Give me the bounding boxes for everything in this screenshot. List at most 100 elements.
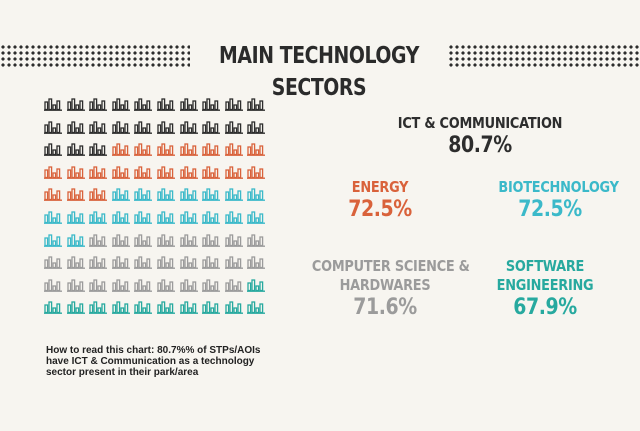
bar-chart-icon [44, 98, 62, 111]
bar-chart-icon [224, 256, 243, 270]
bar-chart-icon [247, 279, 266, 292]
bar-chart-icon [179, 256, 198, 270]
bar-chart-icon [66, 98, 85, 111]
bar-chart-icon [134, 143, 153, 157]
bar-chart-icon [44, 279, 62, 292]
bar-chart-icon [224, 188, 243, 202]
sector-software-engineering: SOFTWARE ENGINEERING 67.9% [480, 257, 610, 321]
sector-label-line-1: COMPUTER SCIENCE & [311, 257, 470, 275]
sector-label: ICT & COMMUNICATION [397, 114, 563, 132]
page-title: MAIN TECHNOLOGY SECTORS [219, 43, 419, 101]
bar-chart-icon [44, 256, 62, 270]
bar-chart-icon [134, 98, 153, 111]
bar-chart-icon [224, 211, 243, 224]
bar-chart-icon [89, 256, 108, 270]
bar-chart-icon [179, 188, 198, 202]
bar-chart-icon [224, 279, 243, 292]
bar-chart-icon [66, 301, 85, 315]
bar-chart-icon [89, 143, 108, 157]
bar-chart-icon [89, 98, 108, 111]
bar-chart-icon [134, 256, 153, 270]
bar-chart-icon [157, 211, 175, 224]
bar-chart-icon [247, 301, 266, 315]
sector-value: 80.7% [448, 133, 512, 158]
bar-chart-icon [157, 301, 175, 315]
sector-label-line-2: ENGINEERING [496, 276, 594, 294]
bar-chart-icon [179, 143, 198, 157]
sector-value: 72.5% [348, 197, 412, 222]
sector-ict-communication: ICT & COMMUNICATION 80.7% [380, 114, 580, 159]
bar-chart-icon [202, 279, 221, 292]
sector-energy: ENERGY 72.5% [330, 178, 430, 223]
bar-chart-icon [44, 301, 62, 315]
bar-chart-icon [179, 98, 198, 111]
bar-chart-icon [111, 301, 130, 315]
bar-chart-icon [134, 120, 153, 134]
bar-chart-icon [111, 120, 130, 134]
bar-chart-icon [44, 166, 62, 179]
bar-chart-icon [179, 279, 198, 292]
bar-chart-icon [179, 166, 198, 179]
bar-chart-icon [247, 120, 266, 134]
bar-chart-icon [224, 98, 243, 111]
bar-chart-icon [66, 211, 85, 224]
bar-chart-icon [157, 120, 175, 134]
bar-chart-icon [66, 120, 85, 134]
sector-value: 67.9% [513, 295, 577, 320]
bar-chart-icon [157, 233, 175, 247]
bar-chart-icon [157, 143, 175, 157]
bar-chart-icon [224, 301, 243, 315]
bar-chart-icon [157, 166, 175, 179]
bar-chart-icon [247, 233, 266, 247]
bar-chart-icon [111, 98, 130, 111]
bar-chart-icon [111, 166, 130, 179]
bar-chart-icon [89, 301, 108, 315]
bar-chart-icon [202, 98, 221, 111]
bar-chart-icon [111, 143, 130, 157]
sector-label: ENERGY [351, 178, 409, 196]
bar-chart-icon [134, 279, 153, 292]
sector-label-line-2: HARDWARES [339, 276, 431, 294]
bar-chart-icon [202, 188, 221, 202]
bar-chart-icon [157, 256, 175, 270]
bar-chart-icon [202, 143, 221, 157]
bar-chart-icon [157, 98, 175, 111]
sector-value: 71.6% [353, 295, 417, 320]
bar-chart-icon [89, 279, 108, 292]
bar-chart-icon [111, 188, 130, 202]
bar-chart-icon [66, 143, 85, 157]
bar-chart-icon [202, 301, 221, 315]
bar-chart-icon [89, 211, 108, 224]
bar-chart-icon [224, 120, 243, 134]
bar-chart-icon [66, 256, 85, 270]
bar-chart-icon [44, 233, 62, 247]
bar-chart-icon [66, 233, 85, 247]
bar-chart-icon [44, 120, 62, 134]
bar-chart-icon [179, 233, 198, 247]
bar-chart-icon [111, 279, 130, 292]
bar-chart-icon [111, 256, 130, 270]
bar-chart-icon [179, 301, 198, 315]
sector-computer-science: COMPUTER SCIENCE & HARDWARES 71.6% [300, 257, 470, 321]
bar-chart-icon [247, 211, 266, 224]
bar-chart-icon [111, 211, 130, 224]
bar-chart-icon [224, 166, 243, 179]
bar-chart-icon [202, 233, 221, 247]
bar-chart-icon [247, 143, 266, 157]
bar-chart-icon [44, 143, 62, 157]
bar-chart-icon [202, 120, 221, 134]
bar-chart-icon [224, 233, 243, 247]
sector-value: 72.5% [518, 197, 582, 222]
bar-chart-icon [202, 166, 221, 179]
chart-reading-note: How to read this chart: 80.7%% of STPs/A… [46, 345, 261, 378]
bar-chart-icon [89, 120, 108, 134]
bar-chart-icon [89, 188, 108, 202]
bar-chart-icon [157, 279, 175, 292]
bar-chart-icon [179, 211, 198, 224]
dotted-divider-right [448, 44, 640, 68]
bar-chart-icon [247, 256, 266, 270]
bar-chart-icon [202, 211, 221, 224]
bar-chart-icon [134, 188, 153, 202]
bar-chart-icon [134, 211, 153, 224]
dotted-divider-left [0, 44, 190, 68]
